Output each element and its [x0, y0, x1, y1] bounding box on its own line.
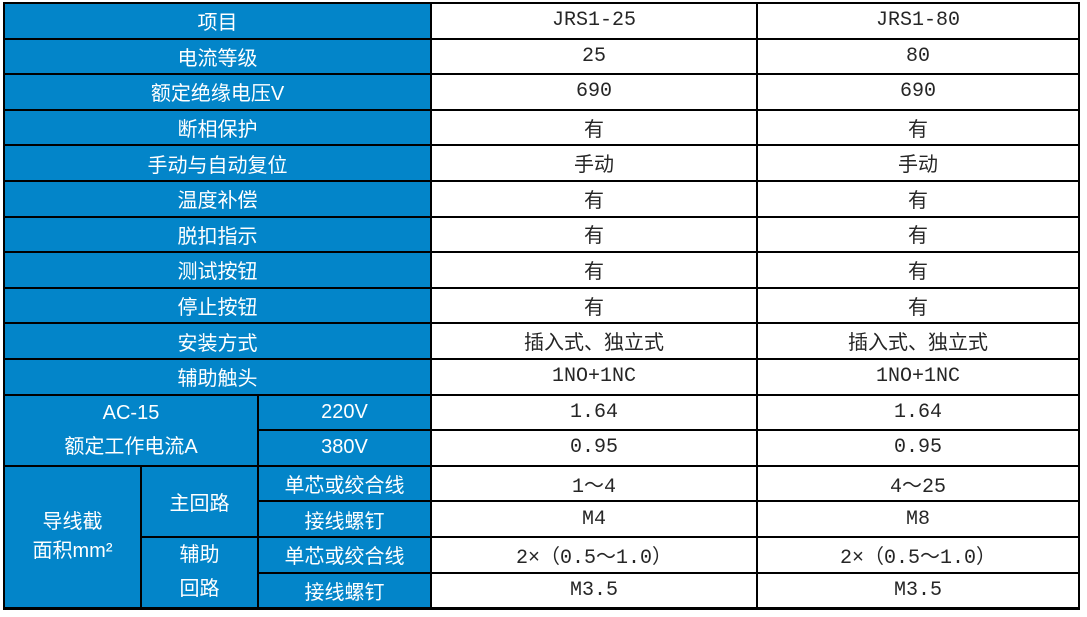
table-row-reset-mode: 手动与自动复位 手动 手动: [2, 144, 1081, 182]
value-cell: 1.64: [756, 393, 1081, 432]
value-cell: 插入式、独立式: [430, 322, 759, 360]
value-cell: 0.95: [430, 429, 759, 467]
product-column-header-jrs1-80: JRS1-80: [756, 2, 1081, 40]
voltage-label-cell: 220V: [256, 393, 433, 432]
value-cell: 1.64: [430, 393, 759, 432]
value-cell: 插入式、独立式: [756, 322, 1081, 360]
value-cell: 有: [430, 179, 759, 218]
value-cell: 有: [430, 251, 759, 289]
table-row-current-rating: 电流等级 25 80: [2, 37, 1081, 76]
table-row-aux-circuit-wire: 辅助 回路 单芯或绞合线 2×（0.5～1.0） 2×（0.5～1.0）: [4, 535, 1081, 610]
value-cell: 1～4: [430, 464, 759, 503]
row-label-cell: 辅助触头: [2, 357, 433, 396]
circuit-group-label-cell: 主回路: [140, 464, 259, 538]
table-row-test-button: 测试按钮 有 有: [2, 251, 1081, 289]
table-row-aux-circuit-screw: 接线螺钉 M3.5 M3.5: [4, 571, 1081, 610]
table-row-main-circuit-screw: 接线螺钉 M4 M8: [4, 500, 1081, 538]
table-row-temperature-compensation: 温度补偿 有 有: [2, 179, 1081, 218]
table-row-mounting-type: 安装方式 插入式、独立式 插入式、独立式: [2, 322, 1081, 360]
value-cell: M3.5: [430, 571, 759, 610]
row-label-cell: 停止按钮: [2, 286, 433, 325]
row-label-cell: 额定绝缘电压V: [2, 73, 433, 111]
value-cell: 690: [430, 73, 759, 111]
row-label-cell: 断相保护: [2, 108, 433, 147]
row-label-cell: 手动与自动复位: [2, 144, 433, 182]
value-cell: 有: [756, 251, 1081, 289]
spec-table: 项目 JRS1-25 JRS1-80 电流等级 25 80 额定绝缘电压V 69…: [2, 2, 1081, 610]
value-cell: 有: [430, 108, 759, 147]
row-label-cell: 电流等级: [2, 37, 433, 76]
value-cell: 25: [430, 37, 759, 76]
table-row-phase-failure-protection: 断相保护 有 有: [2, 108, 1081, 147]
table-row-stop-button: 停止按钮 有 有: [2, 286, 1081, 325]
wire-type-label-cell: 接线螺钉: [256, 571, 433, 610]
value-cell: 0.95: [756, 429, 1081, 467]
value-cell: M4: [430, 500, 759, 538]
value-cell: 2×（0.5～1.0）: [756, 535, 1081, 574]
table-row-ac15-380v: 380V 0.95 0.95: [4, 429, 1081, 467]
value-cell: 有: [430, 215, 759, 254]
item-header-cell: 项目: [2, 2, 433, 40]
wire-cross-section-label-cell: 导线截 面积mm²: [3, 464, 142, 610]
product-column-header-jrs1-25: JRS1-25: [430, 2, 759, 40]
value-cell: 手动: [430, 144, 759, 182]
value-cell: 2×（0.5～1.0）: [430, 535, 759, 574]
voltage-label-cell: 380V: [256, 429, 433, 467]
row-label-cell: 脱扣指示: [2, 215, 433, 254]
row-label-cell: 测试按钮: [2, 251, 433, 289]
value-cell: 80: [756, 37, 1081, 76]
row-label-cell: 安装方式: [2, 322, 433, 360]
value-cell: 手动: [756, 144, 1081, 182]
value-cell: 690: [756, 73, 1081, 111]
value-cell: 有: [756, 108, 1081, 147]
table-row-main-circuit-wire: 导线截 面积mm² 主回路 单芯或绞合线 1～4 4～25: [3, 464, 1081, 610]
wire-type-label-cell: 接线螺钉: [256, 500, 433, 538]
value-cell: 有: [430, 286, 759, 325]
spec-table-container: 项目 JRS1-25 JRS1-80 电流等级 25 80 额定绝缘电压V 69…: [2, 2, 1081, 610]
table-row-auxiliary-contacts: 辅助触头 1NO+1NC 1NO+1NC: [2, 357, 1081, 396]
row-label-cell: 温度补偿: [2, 179, 433, 218]
value-cell: 1NO+1NC: [430, 357, 759, 396]
table-row-insulation-voltage: 额定绝缘电压V 690 690: [2, 73, 1081, 111]
circuit-group-label-cell: 辅助 回路: [140, 535, 259, 610]
value-cell: 有: [756, 179, 1081, 218]
table-row-trip-indication: 脱扣指示 有 有: [2, 215, 1081, 254]
wire-type-label-cell: 单芯或绞合线: [256, 535, 433, 574]
table-row-ac15-220v: AC-15 额定工作电流A 220V 1.64 1.64: [3, 393, 1081, 467]
value-cell: 有: [756, 286, 1081, 325]
value-cell: 有: [756, 215, 1081, 254]
table-header-row: 项目 JRS1-25 JRS1-80: [2, 2, 1081, 40]
value-cell: M8: [756, 500, 1081, 538]
value-cell: M3.5: [756, 571, 1081, 610]
value-cell: 1NO+1NC: [756, 357, 1081, 396]
ac15-rated-current-label-cell: AC-15 额定工作电流A: [3, 393, 259, 467]
value-cell: 4～25: [756, 464, 1081, 503]
wire-type-label-cell: 单芯或绞合线: [256, 464, 433, 503]
